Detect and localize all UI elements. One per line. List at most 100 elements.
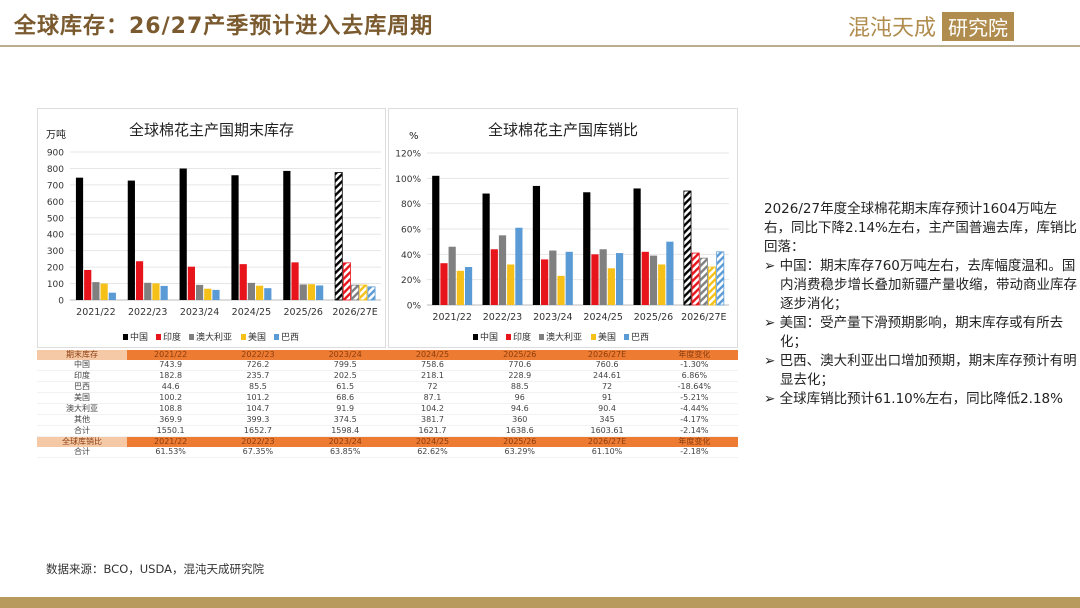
bar-巴西	[316, 285, 324, 300]
table-cell: 96	[476, 392, 564, 405]
legend-swatch	[539, 334, 544, 340]
table-cell: 2025/26	[476, 436, 564, 448]
footer-bar	[0, 597, 1080, 608]
bar-巴西	[666, 241, 674, 305]
bar-美国	[658, 264, 666, 305]
bullet-text: 巴西、澳大利亚出口增加预期，期末库存预计有明显去化；	[779, 353, 1077, 388]
table-cell: 244.61	[563, 370, 651, 383]
header-divider	[0, 45, 1080, 47]
table-cell: -2.14%	[650, 425, 738, 438]
bullet-text: 美国：受产量下滑预期影响，期末库存或有所去化；	[779, 315, 1064, 350]
bar-中国	[683, 190, 692, 306]
legend-label: 美国	[248, 331, 266, 343]
table-cell: 61.5	[301, 381, 389, 394]
legend-label: 巴西	[631, 332, 649, 343]
y-tick-label: 100	[47, 280, 64, 290]
legend-label: 澳大利亚	[546, 331, 582, 343]
bar-印度	[691, 252, 700, 306]
bar-印度	[291, 262, 299, 300]
x-tick-label: 2021/22	[76, 307, 115, 318]
x-tick-label: 2022/23	[128, 307, 167, 318]
y-tick-label: 0	[58, 297, 64, 307]
table-cell: 合计	[37, 425, 127, 438]
bar-中国	[231, 175, 239, 300]
table-cell: 全球库销比	[37, 436, 127, 448]
bar-美国	[359, 284, 368, 301]
bar-美国	[152, 283, 160, 300]
bar-印度	[84, 269, 92, 300]
table-cell: 87.1	[388, 392, 477, 405]
table-cell: 369.9	[127, 414, 215, 427]
y-tick-label: 60%	[401, 226, 421, 236]
bar-澳大利亚	[699, 257, 708, 306]
table-cell: 2022/23	[214, 350, 302, 361]
bar-中国	[75, 177, 84, 300]
table-cell: 399.3	[214, 414, 302, 427]
bar-巴西	[464, 267, 473, 305]
table-cell: 2023/24	[301, 350, 389, 361]
arrow-bullet-icon: ➢	[764, 353, 780, 369]
bar-中国	[633, 188, 641, 305]
table-cell: 63.85%	[301, 447, 389, 459]
y-tick-label: 0%	[407, 302, 422, 312]
legend-label: 中国	[480, 331, 498, 343]
bar-澳大利亚	[649, 255, 658, 305]
data-table: 期末库存 2021/22 2022/23 2023/24 2024/25 2025/26 2…	[37, 350, 738, 459]
logo-box: 研究院	[942, 11, 1015, 41]
bar-印度	[541, 259, 549, 305]
bullet-item: ➢ 美国：受产量下滑预期影响，期末库存或有所去化；	[764, 314, 1080, 352]
bar-中国	[532, 185, 541, 305]
bar-印度	[239, 264, 247, 300]
y-tick-label: 40%	[401, 251, 421, 261]
bar-澳大利亚	[599, 249, 607, 305]
table-cell: 799.5	[301, 360, 389, 372]
table-cell: -4.44%	[650, 403, 738, 416]
chart-ending-stocks: 0 100 200 300 400 500 600 700 800 900 2021/22 2022/…	[37, 108, 386, 348]
legend-label: 印度	[513, 331, 531, 343]
bar-中国	[283, 170, 291, 300]
bar-中国	[179, 168, 187, 300]
legend-label: 印度	[163, 331, 181, 343]
table-cell: 1652.7	[214, 425, 302, 438]
bar-美国	[307, 284, 316, 300]
table-cell: 2026/27E	[563, 350, 651, 361]
table-cell: 62.62%	[388, 447, 477, 459]
y-axis-unit: 万吨	[46, 130, 66, 141]
bullet-item: ➢ 全球库销比预计61.10%左右，同比降低2.18%	[764, 390, 1080, 409]
table-cell: 104.2	[388, 403, 477, 416]
chart-title: 全球棉花主产国期末库存	[128, 121, 294, 139]
bar-巴西	[367, 286, 376, 301]
data-source: 数据来源：BCO，USDA，混沌天成研究院	[46, 562, 265, 576]
bar-印度	[591, 254, 599, 305]
table-cell: 2025/26	[476, 350, 564, 361]
x-tick-label: 2024/25	[583, 312, 622, 323]
table-cell: 101.2	[214, 392, 302, 405]
table-cell: 印度	[37, 370, 127, 383]
table-cell: 中国	[37, 360, 127, 372]
table-cell: 2024/25	[388, 436, 477, 448]
table-cell: 72	[563, 381, 651, 394]
table-cell: 2024/25	[388, 350, 477, 361]
x-tick-label: 2022/23	[483, 312, 522, 323]
table-cell: 2022/23	[214, 436, 302, 448]
table-cell: 68.6	[301, 392, 389, 405]
table-cell: 67.35%	[214, 447, 302, 459]
y-tick-label: 800	[47, 165, 64, 175]
table-cell: 182.8	[127, 370, 215, 383]
table-cell: 1638.6	[476, 425, 564, 438]
table-cell: 228.9	[476, 370, 564, 383]
commentary: 2026/27年度全球棉花期末库存预计1604万吨左右，同比下降2.14%左右，…	[764, 200, 1080, 409]
x-tick-label: 2023/24	[180, 307, 219, 318]
table-cell: 108.8	[127, 403, 215, 416]
y-tick-label: 20%	[401, 276, 421, 286]
y-tick-label: 400	[47, 231, 64, 241]
x-tick-label: 2026/27E	[681, 312, 726, 323]
table-row: 巴西 44.6 85.5 61.5 72 88.5 72 -18.64%	[37, 381, 738, 394]
bar-中国	[334, 172, 343, 301]
legend-swatch	[624, 334, 629, 340]
legend-swatch	[189, 334, 194, 340]
x-tick-label: 2021/22	[432, 312, 471, 323]
bar-巴西	[160, 285, 168, 300]
table-cell: 743.9	[127, 360, 215, 372]
bar-印度	[641, 251, 649, 305]
